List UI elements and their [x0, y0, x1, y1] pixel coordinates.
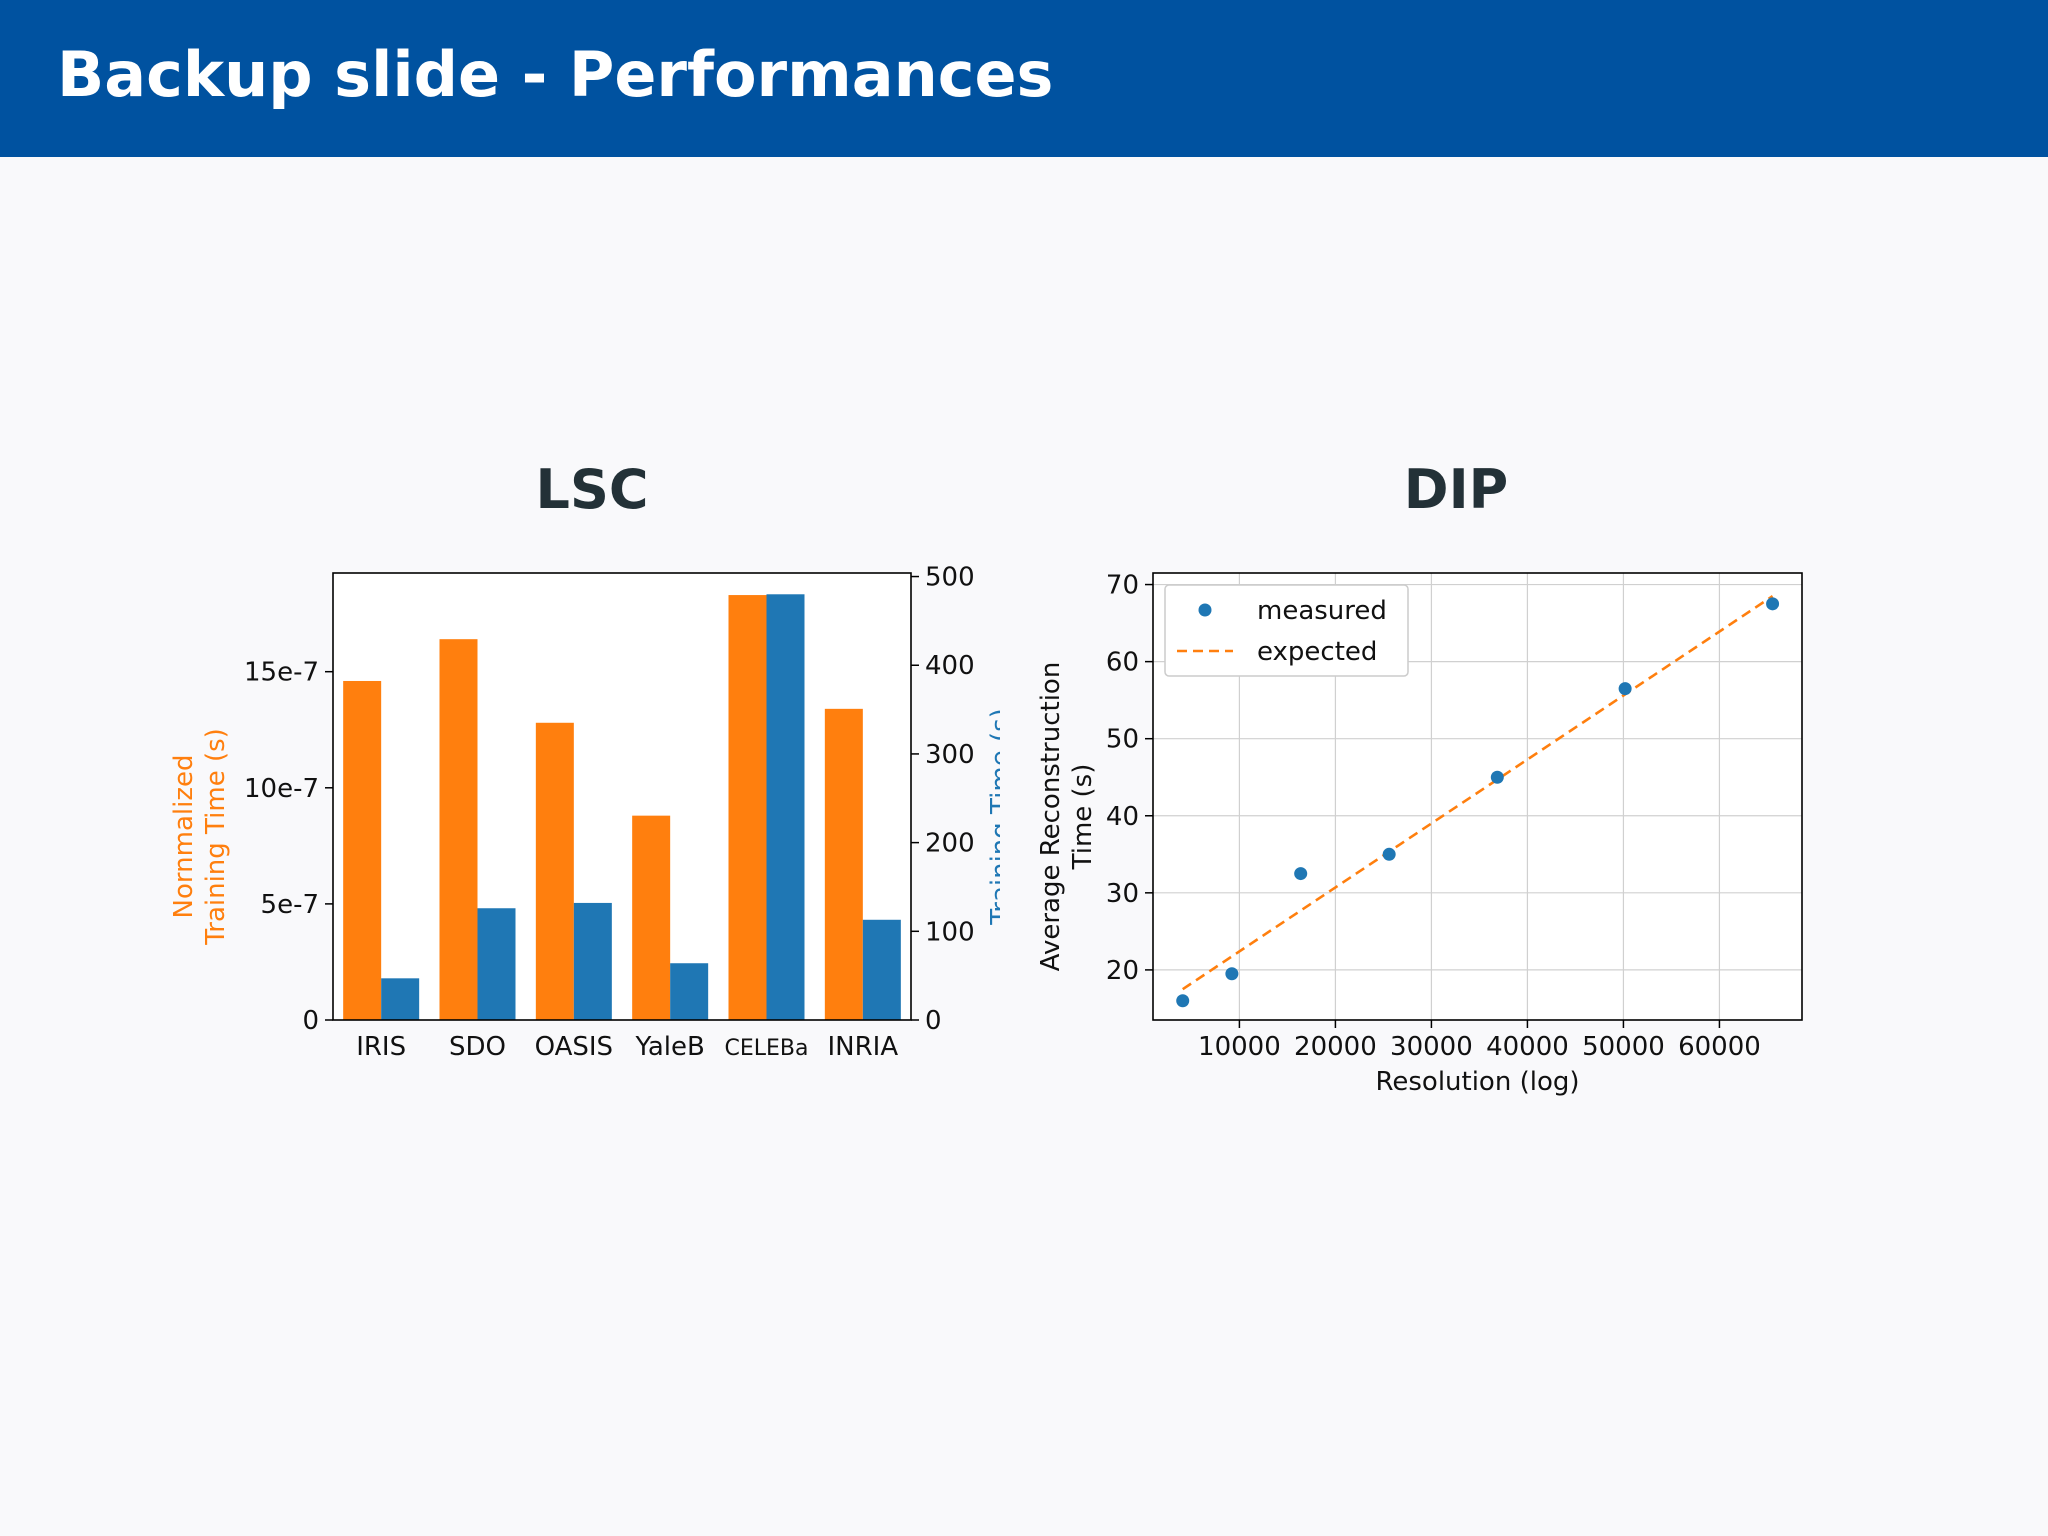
dip-xtick-label: 60000 [1678, 1032, 1761, 1062]
dip-ytick-label: 50 [1106, 725, 1139, 755]
lsc-ytick-left-label: 10e-7 [244, 774, 319, 804]
lsc-ytick-right-label: 400 [925, 651, 975, 681]
lsc-ylabel-left: Nornmalized Training Time (s) [169, 728, 231, 946]
lsc-bar-training-oasis [573, 902, 612, 1020]
dip-xtick-label: 40000 [1486, 1032, 1569, 1062]
lsc-chart: IRIS SDO OASIS YaleB CELEBa INRIA 0 5e-7 10e-7 15… [169, 563, 1000, 1062]
dip-measured-point [1294, 867, 1308, 881]
lsc-ylabel-left-line1: Nornmalized [169, 755, 199, 919]
dip-measured-point [1490, 770, 1504, 784]
dip-xtick-label: 30000 [1390, 1032, 1473, 1062]
dip-chart-title: DIP [1403, 458, 1509, 521]
lsc-ytick-right-label: 0 [925, 1006, 942, 1036]
lsc-xtick-label: OASIS [535, 1032, 613, 1062]
lsc-chart-title: LSC [535, 458, 649, 521]
lsc-ytick-right-label: 500 [925, 563, 975, 593]
lsc-ytick-left-label: 5e-7 [261, 890, 319, 920]
dip-plot-frame [1152, 572, 1803, 1021]
lsc-xtick-label: SDO [449, 1032, 506, 1062]
lsc-xtick-label: CELEBa [725, 1036, 809, 1061]
dip-xtick-label: 50000 [1582, 1032, 1665, 1062]
dip-measured-point [1382, 847, 1396, 861]
dip-ytick-label: 60 [1106, 648, 1139, 678]
lsc-bar-normalized-sdo [439, 639, 478, 1020]
dip-ytick-label: 30 [1106, 879, 1139, 909]
dip-xtick-label: 10000 [1198, 1032, 1281, 1062]
lsc-bar-normalized-inria [824, 708, 863, 1020]
dip-chart: 10000 20000 30000 40000 50000 60000 20 30 40 50 60… [1036, 571, 1803, 1097]
dip-xlabel: Resolution (log) [1375, 1067, 1579, 1097]
lsc-bar-normalized-oasis [535, 722, 574, 1020]
dip-measured-point [1225, 967, 1239, 981]
dip-ylabel-line1: Average Reconstruction [1036, 662, 1066, 972]
lsc-xtick-label: IRIS [356, 1032, 406, 1062]
dip-legend-measured-label: measured [1257, 596, 1387, 626]
lsc-ytick-right-label: 100 [925, 917, 975, 947]
lsc-xtick-label: INRIA [828, 1032, 899, 1062]
lsc-bar-training-celeba [766, 594, 805, 1020]
slide-header [0, 0, 2048, 157]
dip-legend-expected-label: expected [1257, 637, 1377, 667]
dip-measured-point [1176, 994, 1190, 1008]
dip-ylabel: Average Reconstruction Time (s) [1036, 662, 1098, 972]
lsc-bar-normalized-yaleb [632, 815, 671, 1020]
lsc-ytick-left-label: 0 [302, 1006, 319, 1036]
lsc-bar-training-inria [862, 919, 901, 1020]
lsc-ylabel-left-line2: Training Time (s) [201, 728, 231, 946]
dip-legend-measured-marker [1198, 603, 1212, 617]
lsc-plot-area [333, 573, 911, 1020]
dip-xtick-label: 20000 [1294, 1032, 1377, 1062]
lsc-ylabel-right-text: Training Time (s) [986, 708, 1000, 926]
dip-legend-box [1164, 584, 1409, 677]
lsc-bar-normalized-celeba [728, 595, 767, 1020]
lsc-bar-training-yaleb [670, 963, 709, 1020]
lsc-ytick-right-label: 300 [925, 740, 975, 770]
dip-measured-point [1766, 597, 1780, 611]
lsc-ylabel-right: Training Time (s) [986, 708, 1000, 926]
dip-ylabel-line2: Time (s) [1068, 764, 1098, 871]
lsc-bar-training-iris [381, 978, 420, 1020]
dip-ytick-label: 70 [1106, 571, 1139, 601]
lsc-ytick-left-label: 15e-7 [244, 658, 319, 688]
dip-measured-point [1618, 682, 1632, 696]
lsc-plot-frame [332, 572, 912, 1021]
lsc-bar-normalized-iris [343, 680, 382, 1020]
dip-expected-line [1182, 595, 1774, 991]
slide-title: Backup slide - Performances [57, 38, 1054, 111]
dip-ytick-label: 40 [1106, 802, 1139, 832]
lsc-ytick-right-label: 200 [925, 829, 975, 859]
lsc-xtick-label: YaleB [635, 1032, 705, 1062]
lsc-bar-training-sdo [477, 908, 516, 1020]
dip-ytick-label: 20 [1106, 956, 1139, 986]
